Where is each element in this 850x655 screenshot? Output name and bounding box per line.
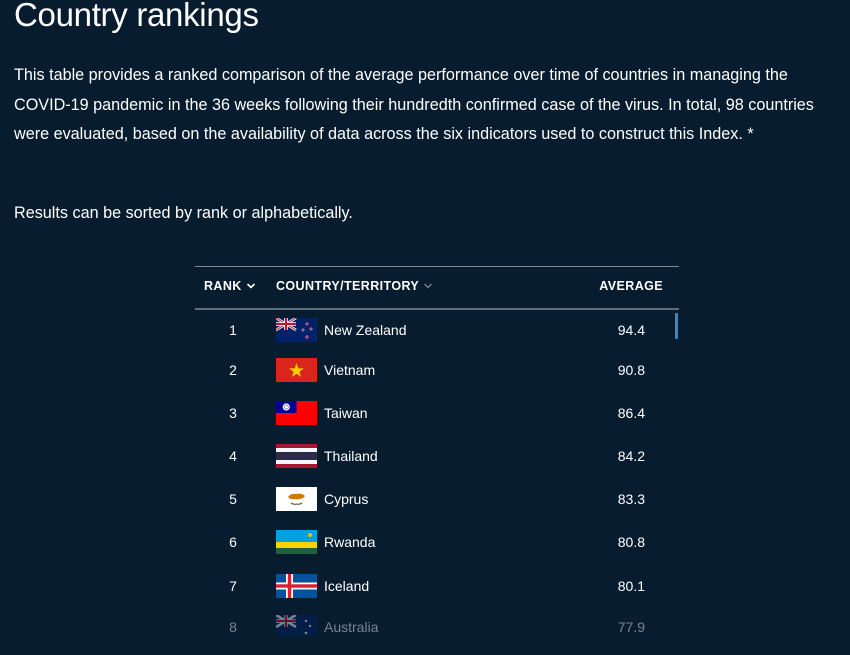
- table-row: 3 Taiwan 86.4: [195, 393, 665, 436]
- table-row: 7 Iceland 80.1: [195, 566, 665, 609]
- rankings-table: RANK COUNTRY/TERRITORY AVERAGE 1 New Ze: [195, 266, 679, 636]
- chevron-down-icon: [246, 283, 255, 289]
- country-cell: Thailand: [324, 448, 378, 464]
- table-header: RANK COUNTRY/TERRITORY AVERAGE: [195, 267, 679, 309]
- country-cell: Cyprus: [324, 491, 369, 507]
- table-row: 8 Australia 77.9: [195, 607, 665, 636]
- iceland-flag-icon: [276, 574, 317, 598]
- table-scrollbar[interactable]: [675, 313, 678, 339]
- new-zealand-flag-icon: [276, 318, 317, 342]
- table-row: 2 Vietnam 90.8: [195, 350, 665, 393]
- taiwan-flag-icon: [276, 401, 317, 425]
- average-cell: 84.2: [617, 448, 645, 464]
- average-cell: 83.3: [617, 491, 645, 507]
- sort-by-rank-button[interactable]: RANK: [204, 279, 256, 293]
- rank-cell: 2: [229, 362, 237, 378]
- rank-cell: 4: [229, 448, 237, 464]
- country-cell: Taiwan: [324, 405, 368, 421]
- country-cell: Iceland: [324, 578, 370, 594]
- average-cell: 94.4: [617, 322, 645, 338]
- sort-note: Results can be sorted by rank or alphabe…: [14, 204, 353, 222]
- rank-cell: 7: [229, 578, 237, 594]
- country-cell: Rwanda: [324, 534, 376, 550]
- rank-cell: 6: [229, 534, 237, 550]
- average-cell: 80.1: [617, 578, 645, 594]
- page-title: Country rankings: [14, 0, 259, 33]
- average-cell: 80.8: [617, 534, 645, 550]
- country-cell: Vietnam: [324, 362, 376, 378]
- table-row: 6 Rwanda 80.8: [195, 522, 665, 565]
- average-header: AVERAGE: [599, 279, 663, 293]
- thailand-flag-icon: [276, 444, 317, 468]
- country-cell: Australia: [324, 619, 379, 635]
- vietnam-flag-icon: [276, 358, 317, 382]
- rwanda-flag-icon: [276, 530, 317, 554]
- table-row: 5 Cyprus 83.3: [195, 479, 665, 522]
- cyprus-flag-icon: [276, 487, 317, 511]
- average-cell: 86.4: [617, 405, 645, 421]
- australia-flag-icon: [276, 615, 317, 636]
- table-top-divider: [195, 266, 679, 267]
- country-header-label: COUNTRY/TERRITORY: [276, 279, 420, 293]
- rank-cell: 3: [229, 405, 237, 421]
- table-row: 4 Thailand 84.2: [195, 436, 665, 479]
- rank-cell: 1: [229, 322, 237, 338]
- table-body: 1 New Zealand 94.4 2 Vietnam 90.: [195, 310, 679, 636]
- rank-cell: 8: [229, 619, 237, 635]
- average-cell: 90.8: [617, 362, 645, 378]
- chevron-down-icon: [424, 283, 433, 289]
- intro-paragraph: This table provides a ranked comparison …: [14, 66, 814, 143]
- sort-by-country-button[interactable]: COUNTRY/TERRITORY: [276, 279, 433, 293]
- table-row: 1 New Zealand 94.4: [195, 310, 665, 353]
- rank-cell: 5: [229, 491, 237, 507]
- header-divider: [195, 308, 679, 310]
- country-cell: New Zealand: [324, 322, 407, 338]
- average-cell: 77.9: [617, 619, 645, 635]
- rank-header-label: RANK: [204, 279, 242, 293]
